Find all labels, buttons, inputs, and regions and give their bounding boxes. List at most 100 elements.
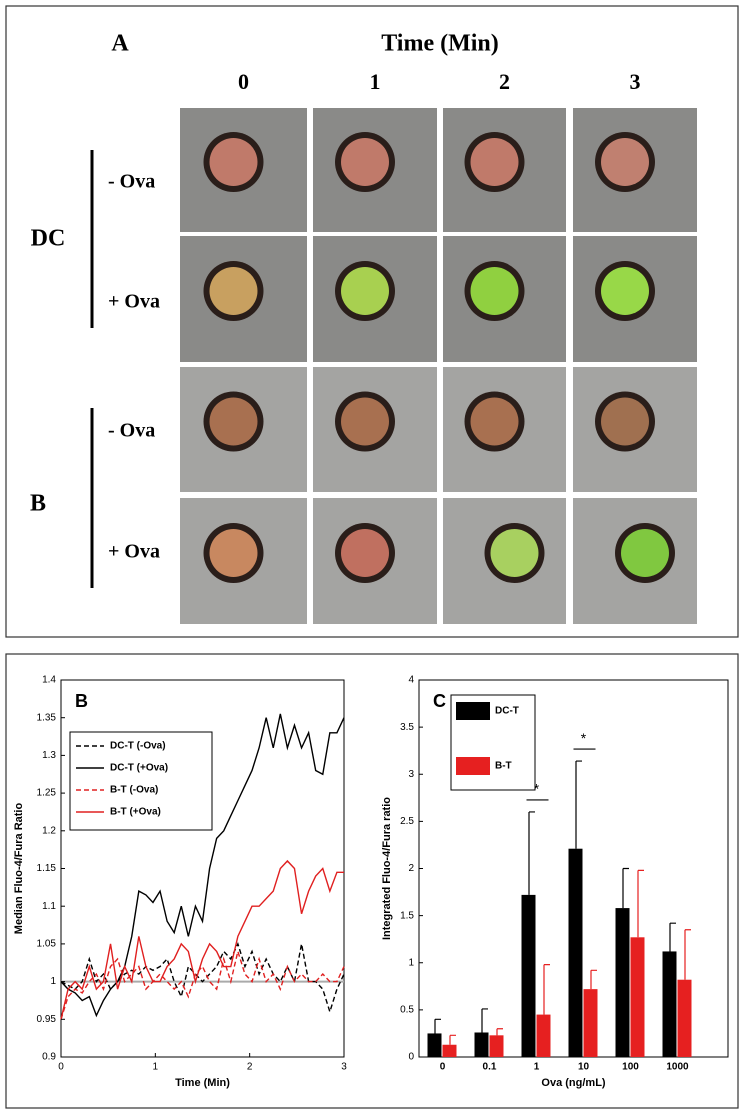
cell [470,267,519,315]
x-tick-label: 1000 [666,1062,689,1073]
y-tick-label: 3 [408,769,414,780]
bar [677,979,692,1057]
error-bar [528,811,535,895]
y-tick-label: 1.4 [42,675,56,686]
time-point: 1 [370,69,381,94]
legend-swatch [456,702,490,720]
row-label: + Ova [108,291,160,313]
panel-label: A [111,31,129,57]
error-bar [543,964,550,1015]
cell [470,397,519,446]
series-line [60,948,345,1020]
group-label: B [30,491,46,517]
cell [601,138,649,186]
y-tick-label: 0 [408,1052,414,1063]
error-bar [669,922,676,952]
bar [615,908,630,1057]
cell [341,267,389,315]
series-line [60,859,344,1020]
x-tick-label: 0 [440,1062,446,1073]
y-tick-label: 1.1 [42,901,56,912]
legend-label: DC-T (-Ova) [110,741,166,752]
y-tick-label: 1.2 [42,825,56,836]
panel-label: C [433,691,446,711]
cell [470,138,519,186]
x-tick-label: 0.1 [483,1062,497,1073]
y-tick-label: 0.95 [37,1014,57,1025]
x-axis-label: Time (Min) [175,1077,230,1089]
bar [521,894,536,1057]
bar [427,1033,442,1057]
cell [209,529,258,577]
y-axis-label: Median Fluo-4/Fura Ratio [13,803,25,935]
error-bar [434,1018,441,1034]
time-point: 3 [630,69,641,94]
x-tick-label: 10 [578,1062,590,1073]
x-axis-label: Ova (ng/mL) [541,1077,606,1089]
y-tick-label: 4 [408,675,414,686]
legend-label: B-T [495,761,512,772]
legend-label: B-T (+Ova) [110,807,161,818]
x-tick-label: 1 [153,1062,159,1073]
y-tick-label: 1.35 [37,712,57,723]
error-bar [637,869,644,938]
y-tick-label: 1.05 [37,939,57,950]
error-bar [590,969,597,990]
bar [568,848,583,1057]
legend-label: B-T (-Ova) [110,785,158,796]
cell [341,529,389,577]
cell [209,267,258,315]
y-tick-label: 1 [408,957,414,968]
cell [341,138,389,186]
row-label: - Ova [108,171,155,193]
time-title: Time (Min) [381,31,499,57]
x-tick-label: 100 [622,1062,639,1073]
error-bar [449,1034,456,1045]
cell [341,397,389,446]
y-tick-label: 1.25 [37,788,57,799]
series-line [60,713,345,1018]
legend-box [69,731,213,831]
x-tick-label: 0 [58,1062,64,1073]
bar [442,1044,457,1057]
y-tick-label: 1.15 [37,863,57,874]
y-tick-label: 3.5 [400,722,414,733]
legend-label: DC-T (+Ova) [110,763,168,774]
annotation: * [581,730,587,746]
series-line [60,941,345,1015]
cell [490,529,539,577]
time-point: 0 [238,69,249,94]
bar [536,1014,551,1057]
row-label: + Ova [108,541,160,563]
panel-label: B [75,691,88,711]
cell [209,138,258,186]
bar [474,1032,489,1057]
bar [583,989,598,1057]
group-label: DC [31,226,66,252]
y-tick-label: 2.5 [400,816,414,827]
legend-swatch [456,757,490,775]
y-tick-label: 0.9 [42,1052,56,1063]
y-tick-label: 1.3 [42,750,56,761]
y-tick-label: 2 [408,863,414,874]
cell [209,397,258,446]
panel-a-frame [5,5,739,638]
x-tick-label: 1 [534,1062,540,1073]
y-axis-label: Integrated Fluo-4/Fura ratio [381,797,393,940]
bar [630,937,645,1057]
bar [489,1035,504,1057]
x-tick-label: 2 [247,1062,253,1073]
y-tick-label: 0.5 [400,1005,414,1016]
error-bar [684,929,691,980]
bar [662,951,677,1057]
y-tick-label: 1 [50,976,56,987]
x-tick-label: 3 [341,1062,347,1073]
cell [621,529,669,577]
y-tick-label: 1.5 [400,910,414,921]
cell [601,267,649,315]
error-bar [622,867,629,909]
time-point: 2 [499,69,510,94]
row-label: - Ova [108,420,155,442]
